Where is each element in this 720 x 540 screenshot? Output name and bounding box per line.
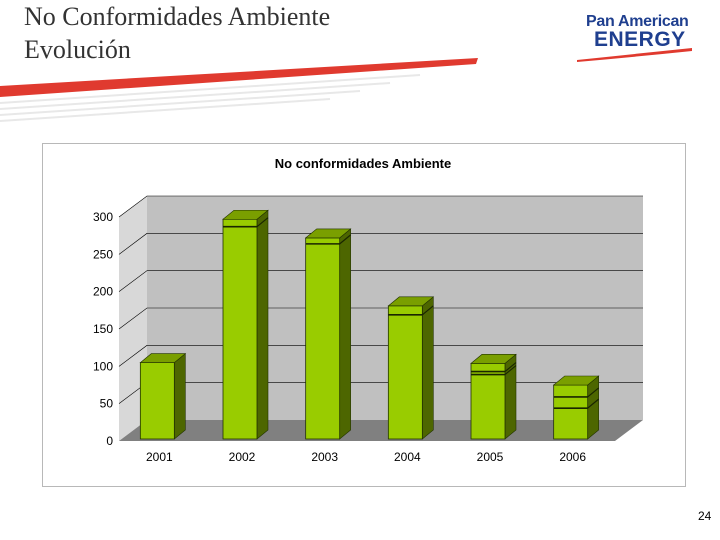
bar-side-face [256,209,269,440]
x-tick-label: 2001 [146,450,173,464]
y-tick-label: 0 [106,434,113,448]
y-tick-label: 150 [93,322,113,336]
y-tick-label: 200 [93,285,113,299]
bar-segment-line [504,365,517,376]
bar-top-face [304,228,352,239]
slide-title-line-2: Evolución [24,35,131,64]
gridline [118,195,643,218]
y-tick-label: 100 [93,359,113,373]
x-tick-label: 2005 [477,450,504,464]
bar-side-face [339,228,351,440]
gridline [118,270,643,292]
bar-segment-line [587,398,600,409]
bar-top-face [552,375,600,386]
bar-segment-line [421,305,434,316]
slide-title: No Conformidades Ambiente Evolución [24,0,330,66]
header-swoosh [0,58,478,122]
bar-segment-line [504,362,517,373]
bar-segment-line [339,234,352,245]
chart-frame: No conformidades Ambiente 0 50 100 150 200 25… [42,143,686,487]
chart-title: No conformidades Ambiente [275,156,451,171]
bar-top-face [387,296,435,307]
bar-top-face [470,354,517,364]
page-number: 24 [698,509,712,523]
y-tick-label: 50 [100,397,114,411]
slide-title-line-1: No Conformidades Ambiente [24,2,331,31]
x-tick-label: 2006 [559,450,586,464]
bar-segment-line [256,217,269,228]
bar-chart: No conformidades Ambiente 0 50 100 150 200 25… [93,156,643,464]
gridline [118,233,643,255]
company-logo: Pan American ENERGY [574,10,700,66]
bar-segment-line [587,387,600,398]
bar [553,384,589,440]
gridline [118,345,643,367]
bar-side-face [422,296,434,440]
bar-side-face [174,352,186,440]
y-tick-label: 300 [93,210,113,224]
bar [387,305,423,440]
y-tick-label: 250 [93,247,113,261]
x-tick-label: 2002 [229,450,256,464]
x-tick-label: 2004 [394,450,421,464]
bar-top-face [222,209,269,220]
bar [222,218,258,440]
bar-top-face [139,353,187,363]
bar [139,362,175,440]
logo-swoosh-icon [577,48,692,62]
logo-text-line-2: ENERGY [594,28,686,51]
bar [305,237,341,440]
logo-text-line-1: Pan American [586,13,689,30]
x-tick-label: 2003 [311,450,338,464]
gridline [118,307,643,330]
